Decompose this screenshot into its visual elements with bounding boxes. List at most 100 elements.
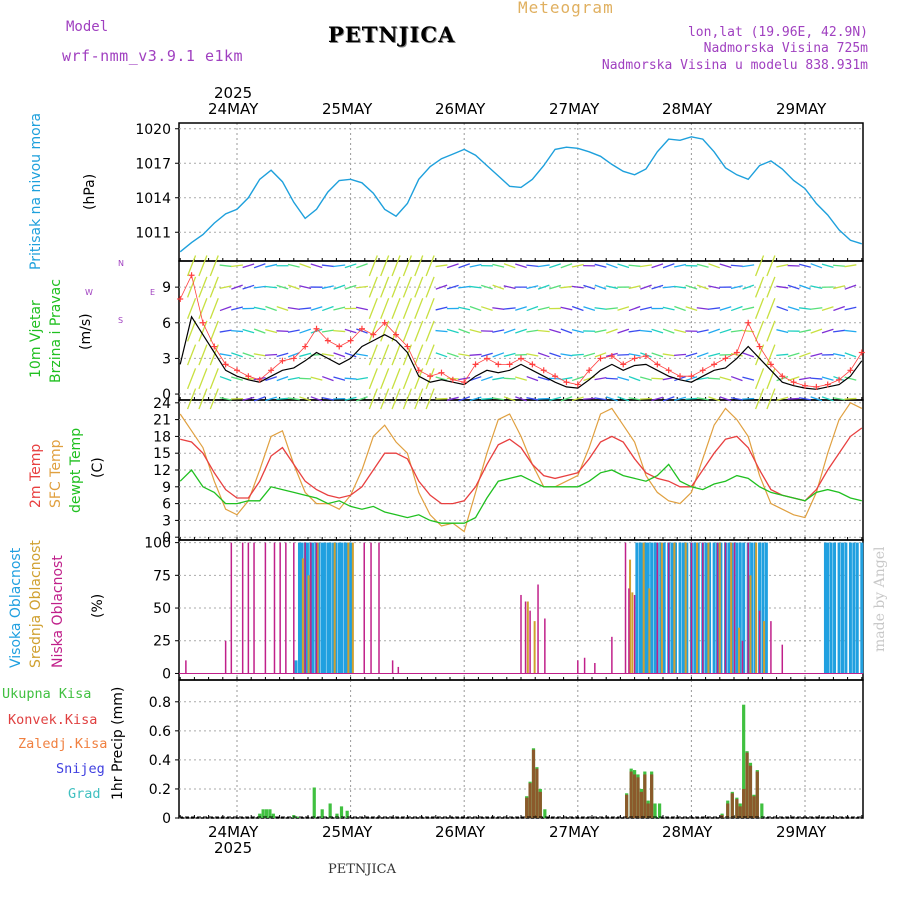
- wind-arrow: [265, 328, 278, 334]
- wind-arrow: [425, 276, 435, 298]
- wind-arrow: [230, 329, 244, 333]
- precip-bar: [760, 803, 764, 818]
- top-year: 2025: [214, 84, 253, 102]
- wind-arrow: [651, 352, 664, 358]
- precip-bar: [538, 791, 542, 818]
- wind-arrow: [719, 306, 732, 311]
- wind-arrow: [560, 263, 573, 269]
- wind-arrow: [287, 352, 300, 358]
- ytick-label: 24: [153, 396, 171, 412]
- wind-arrow: [186, 320, 197, 342]
- wind-arrow: [503, 307, 516, 310]
- wind-arrow: [799, 352, 811, 358]
- wind-arrow: [730, 264, 743, 267]
- top-day-6: 29MAY: [776, 100, 827, 118]
- precip-bar: [543, 809, 547, 818]
- wind-arrow: [321, 264, 334, 268]
- wind-arrow: [368, 255, 378, 277]
- wind-arrow: [571, 353, 584, 356]
- wind-arrow: [186, 298, 197, 320]
- precip-bar: [730, 793, 734, 818]
- ytick-label: 0: [162, 530, 171, 546]
- wind-arrow: [276, 306, 289, 312]
- precip-bar: [271, 813, 275, 818]
- precip-bar: [312, 787, 316, 818]
- wind-arrow: [651, 263, 664, 269]
- wind-arrow: [833, 329, 846, 333]
- ytick-label: 15: [153, 446, 171, 462]
- wind-arrow: [719, 376, 732, 381]
- ytick-label: 12: [153, 463, 171, 479]
- precip-bar: [328, 803, 332, 818]
- wind-arrow: [209, 344, 219, 366]
- wind-arrow: [742, 306, 755, 311]
- wind-arrow: [414, 344, 424, 366]
- wind-arrow: [844, 284, 857, 290]
- wind-arrow: [380, 298, 390, 320]
- precip-bar: [629, 771, 633, 818]
- ytick-label: 21: [153, 413, 171, 429]
- wind-arrow: [844, 352, 857, 358]
- wind-arrow: [414, 255, 424, 277]
- compass-south: S: [118, 316, 124, 325]
- wind-arrow: [333, 329, 346, 333]
- precip-bar: [752, 796, 756, 818]
- wind-arrow: [186, 388, 197, 410]
- wind-arrow: [798, 307, 812, 310]
- wind-arrow: [696, 376, 709, 381]
- wind-arrow: [414, 276, 424, 298]
- panel-frame: [178, 122, 864, 262]
- wind-arrow: [344, 284, 357, 290]
- wind-arrow: [571, 305, 584, 312]
- wind-arrow: [391, 344, 401, 366]
- wind-arrow: [368, 388, 378, 410]
- wind-arrow: [844, 264, 857, 268]
- wind-arrow: [798, 397, 812, 401]
- ytick-label: 1020: [135, 122, 171, 138]
- wind-arrow: [230, 264, 244, 268]
- wind-arrow: [754, 388, 765, 410]
- wind-arrow: [560, 306, 573, 311]
- precip-bar: [653, 803, 657, 818]
- wind-arrow: [594, 376, 607, 381]
- wind-arrow: [833, 353, 846, 357]
- wind-arrow: [391, 255, 401, 277]
- wind-arrow: [321, 353, 334, 357]
- precip-bar: [528, 783, 532, 818]
- wind-arrow: [503, 263, 516, 269]
- wind-arrow: [719, 328, 732, 334]
- wind-arrow: [628, 305, 641, 312]
- wind-arrow: [368, 368, 378, 390]
- wind-arrow: [708, 352, 721, 357]
- wind-arrow: [492, 307, 505, 310]
- wind-arrow: [696, 397, 709, 401]
- wind-arrow: [685, 306, 698, 311]
- wind-arrow: [276, 330, 289, 333]
- wind-arrow: [425, 344, 435, 366]
- wind-arrow: [492, 284, 505, 290]
- wind-arrow: [674, 329, 687, 334]
- wind-arrow: [414, 388, 424, 410]
- precip-bar: [650, 774, 654, 818]
- wind-arrow: [730, 329, 743, 333]
- bottom-day-6: 29MAY: [776, 823, 827, 841]
- wind-arrow: [719, 263, 732, 269]
- wind-arrow: [287, 376, 300, 381]
- wind-arrow: [186, 255, 197, 277]
- wind-arrow: [355, 285, 368, 289]
- wind-arrow: [537, 264, 550, 268]
- wind-arrow: [402, 388, 412, 410]
- ytick-label: 9: [162, 480, 171, 496]
- precip-snow-label: Snijeg: [56, 761, 105, 777]
- wind-arrow: [526, 375, 539, 382]
- wind-arrow: [651, 396, 664, 401]
- wind-arrow: [628, 375, 641, 382]
- wind-arrow: [639, 329, 652, 333]
- wind-arrow: [549, 328, 562, 334]
- wind-arrow: [242, 396, 255, 401]
- wind-arrow: [766, 344, 776, 366]
- wind-arrow: [469, 305, 482, 312]
- wind-arrow: [344, 263, 357, 269]
- wind-arrow: [209, 255, 219, 277]
- wind-arrow: [435, 306, 448, 311]
